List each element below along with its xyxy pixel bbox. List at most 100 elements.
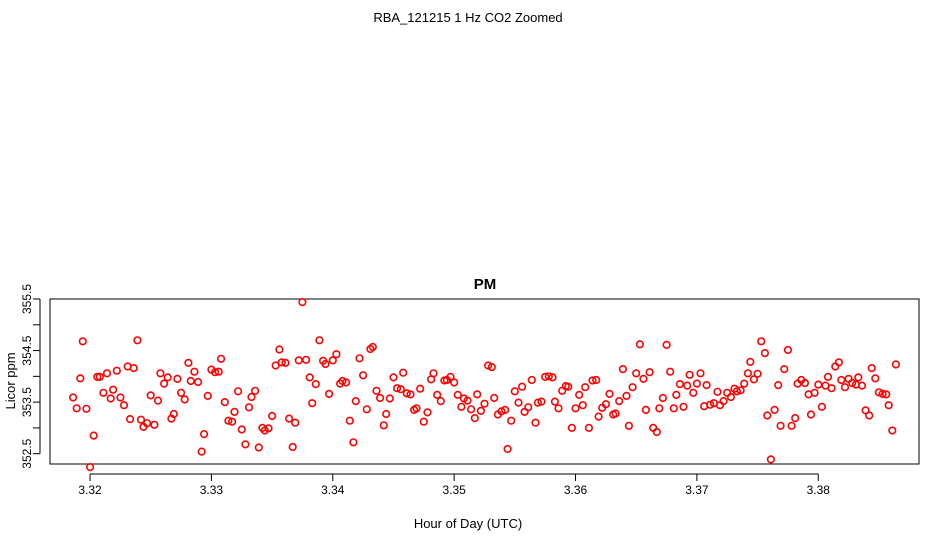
data-point <box>85 463 95 472</box>
data-point <box>706 400 715 409</box>
plot-title: PM <box>474 276 497 293</box>
data-point <box>129 364 138 373</box>
data-point <box>393 384 402 393</box>
data-point <box>389 373 398 382</box>
data-point <box>548 373 557 382</box>
data-point <box>571 404 580 413</box>
data-point <box>510 387 519 396</box>
data-point <box>736 386 745 395</box>
data-point <box>652 427 661 437</box>
data-point <box>241 440 250 449</box>
data-point <box>308 399 317 408</box>
data-point <box>685 370 694 379</box>
data-point <box>770 405 779 415</box>
data-point <box>746 357 755 367</box>
data-point <box>753 369 762 378</box>
x-tick-label: 3.35 <box>442 483 466 497</box>
y-tick-label: 352.5 <box>20 438 34 468</box>
data-point <box>247 392 256 402</box>
data-point <box>194 377 203 387</box>
data-point <box>605 389 614 399</box>
x-tick-label: 3.32 <box>78 483 102 497</box>
data-point <box>628 383 637 392</box>
data-point <box>254 443 263 452</box>
data-point <box>783 345 793 355</box>
data-point <box>814 380 823 389</box>
x-axis-label: Hour of Day (UTC) <box>414 516 522 531</box>
data-point <box>683 381 692 390</box>
data-point <box>884 401 893 410</box>
data-point <box>106 394 115 403</box>
data-point <box>888 426 897 435</box>
data-point <box>220 398 229 407</box>
data-point <box>355 354 364 363</box>
y-tick-label: 353.5 <box>20 387 34 417</box>
data-point <box>632 369 641 378</box>
data-point <box>618 365 628 374</box>
data-point <box>190 367 199 376</box>
data-point <box>160 379 169 388</box>
data-point <box>298 298 307 307</box>
data-point <box>692 379 702 388</box>
data-point <box>349 438 358 447</box>
data-point <box>669 404 678 413</box>
data-point <box>277 358 286 367</box>
data-point <box>217 354 226 363</box>
data-point <box>675 380 685 389</box>
data-point <box>234 387 243 396</box>
data-point <box>251 386 260 395</box>
x-tick-label: 3.37 <box>685 483 709 497</box>
y-tick-label: 354.5 <box>20 335 34 365</box>
data-point <box>89 431 98 440</box>
data-point <box>359 371 368 380</box>
data-point <box>156 369 165 378</box>
data-point <box>871 374 880 383</box>
data-point <box>453 390 462 400</box>
data-point <box>305 373 314 382</box>
data-point <box>823 372 833 382</box>
data-point <box>379 421 388 430</box>
data-point <box>658 393 668 403</box>
data-point <box>311 380 320 389</box>
data-point <box>544 372 553 381</box>
data-point <box>655 404 664 413</box>
data-point <box>467 405 476 414</box>
data-point <box>857 381 867 390</box>
data-point <box>588 376 597 385</box>
data-point <box>294 356 303 365</box>
data-point <box>68 393 78 402</box>
x-tick-label: 3.38 <box>807 483 831 497</box>
data-point <box>230 407 239 417</box>
data-point <box>244 403 254 412</box>
data-point <box>878 389 887 399</box>
data-point <box>402 389 411 398</box>
data-point <box>133 336 142 345</box>
data-point <box>578 401 587 410</box>
data-point <box>550 397 560 406</box>
page-title: RBA_121215 1 Hz CO2 Zoomed <box>373 10 563 25</box>
data-point <box>615 397 624 406</box>
data-point <box>776 421 785 430</box>
data-point <box>470 414 479 423</box>
data-point <box>228 417 237 426</box>
data-point <box>726 392 736 402</box>
data-point <box>743 369 753 378</box>
data-point <box>527 375 536 385</box>
plot-frame <box>49 298 920 465</box>
data-point <box>315 336 324 345</box>
data-point <box>76 374 85 383</box>
data-point <box>433 390 442 400</box>
x-axis: 3.32 3.33 3.34 3.35 3.36 3.37 3.38 <box>78 473 831 497</box>
data-point <box>854 373 863 382</box>
data-point <box>396 385 405 394</box>
data-point <box>271 361 280 370</box>
data-point <box>463 396 472 405</box>
data-point <box>382 409 391 419</box>
data-point <box>501 405 510 415</box>
data-point <box>672 390 681 400</box>
data-point <box>766 455 776 464</box>
data-point <box>184 358 193 368</box>
data-point <box>531 418 540 427</box>
data-point <box>345 416 354 425</box>
data-point <box>211 368 220 377</box>
